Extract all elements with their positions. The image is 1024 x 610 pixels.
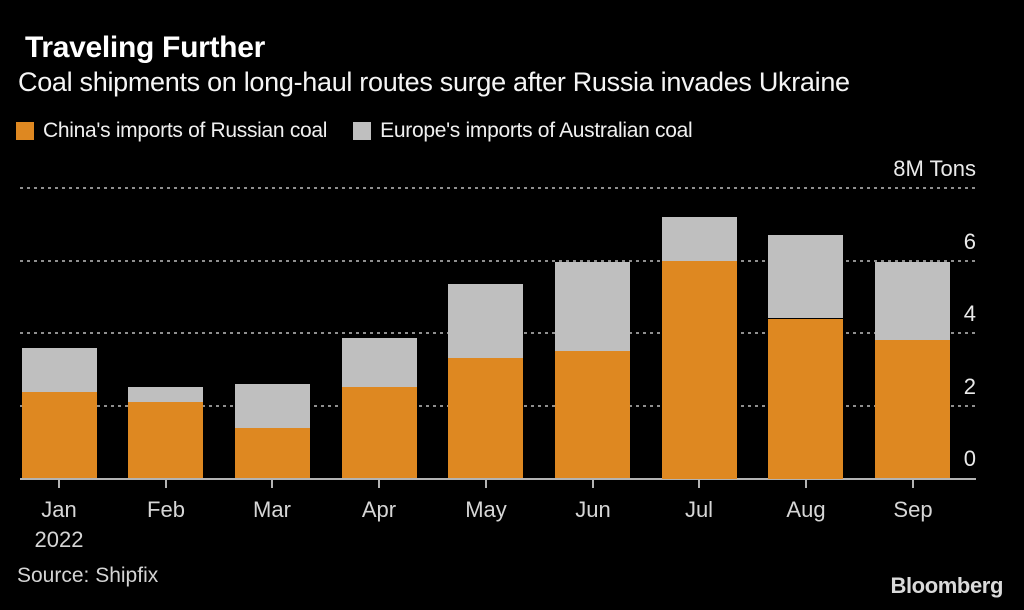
legend-label: Europe's imports of Australian coal	[380, 119, 693, 142]
bar-segment	[342, 387, 417, 478]
x-axis-month-label: Mar	[253, 497, 291, 522]
x-axis-tick	[58, 480, 60, 488]
legend-swatch-icon	[353, 122, 372, 140]
x-axis-month-label: Sep	[893, 497, 933, 522]
y-axis-tick-label: 2	[963, 374, 976, 399]
bar-segment	[448, 284, 523, 358]
x-axis-month-label: Jul	[684, 497, 714, 522]
bar-segment	[875, 262, 950, 340]
y-axis-tick-label: 0	[963, 446, 976, 471]
bar-segment	[22, 391, 97, 478]
x-axis-tick	[698, 480, 700, 488]
bar-segment	[22, 348, 97, 392]
bar-segment	[662, 217, 737, 261]
y-gridline	[20, 187, 976, 189]
x-axis-month-label: Feb	[147, 497, 185, 522]
legend-item: China's imports of Russian coal	[16, 119, 327, 143]
bar-segment	[128, 387, 203, 402]
chart-legend: China's imports of Russian coal Europe's …	[16, 119, 693, 143]
x-axis-month-label: Jun	[575, 497, 611, 522]
bar-segment	[235, 384, 310, 428]
chart-subtitle: Coal shipments on long-haul routes surge…	[18, 67, 850, 97]
legend-label: China's imports of Russian coal	[43, 119, 328, 142]
legend-swatch-icon	[16, 122, 34, 140]
x-axis-month-label: Apr	[361, 497, 397, 522]
x-axis-baseline	[20, 478, 976, 480]
x-axis-tick	[378, 480, 380, 488]
x-axis-tick	[592, 480, 594, 488]
x-axis-month-label: Aug	[786, 497, 826, 522]
y-axis-tick-label: 8M Tons	[893, 156, 976, 181]
x-axis-tick	[271, 480, 273, 488]
y-axis-tick-label: 6	[963, 229, 976, 254]
bar-segment	[662, 261, 737, 479]
bar-segment	[555, 351, 630, 478]
bloomberg-logo: Bloomberg	[890, 573, 1003, 598]
x-axis-tick	[912, 480, 914, 488]
chart-title: Traveling Further	[25, 31, 265, 64]
x-axis-tick	[805, 480, 807, 488]
bar-segment	[768, 319, 843, 479]
bar-segment	[448, 358, 523, 478]
x-axis-tick	[485, 480, 487, 488]
source-note: Source: Shipfix	[17, 564, 159, 587]
bar-segment	[235, 427, 310, 478]
bar-segment	[342, 338, 417, 387]
legend-item: Europe's imports of Australian coal	[353, 119, 693, 143]
bar-segment	[555, 262, 630, 351]
bar-segment	[768, 235, 843, 318]
y-gridline	[20, 260, 976, 262]
y-axis-tick-label: 4	[963, 301, 976, 326]
x-axis-month-label: Jan	[41, 497, 77, 522]
bar-segment	[128, 402, 203, 478]
x-axis-month-label: May	[465, 497, 507, 522]
bar-segment	[875, 340, 950, 478]
x-axis-tick	[165, 480, 167, 488]
x-axis-year-label: 2022	[34, 527, 84, 552]
